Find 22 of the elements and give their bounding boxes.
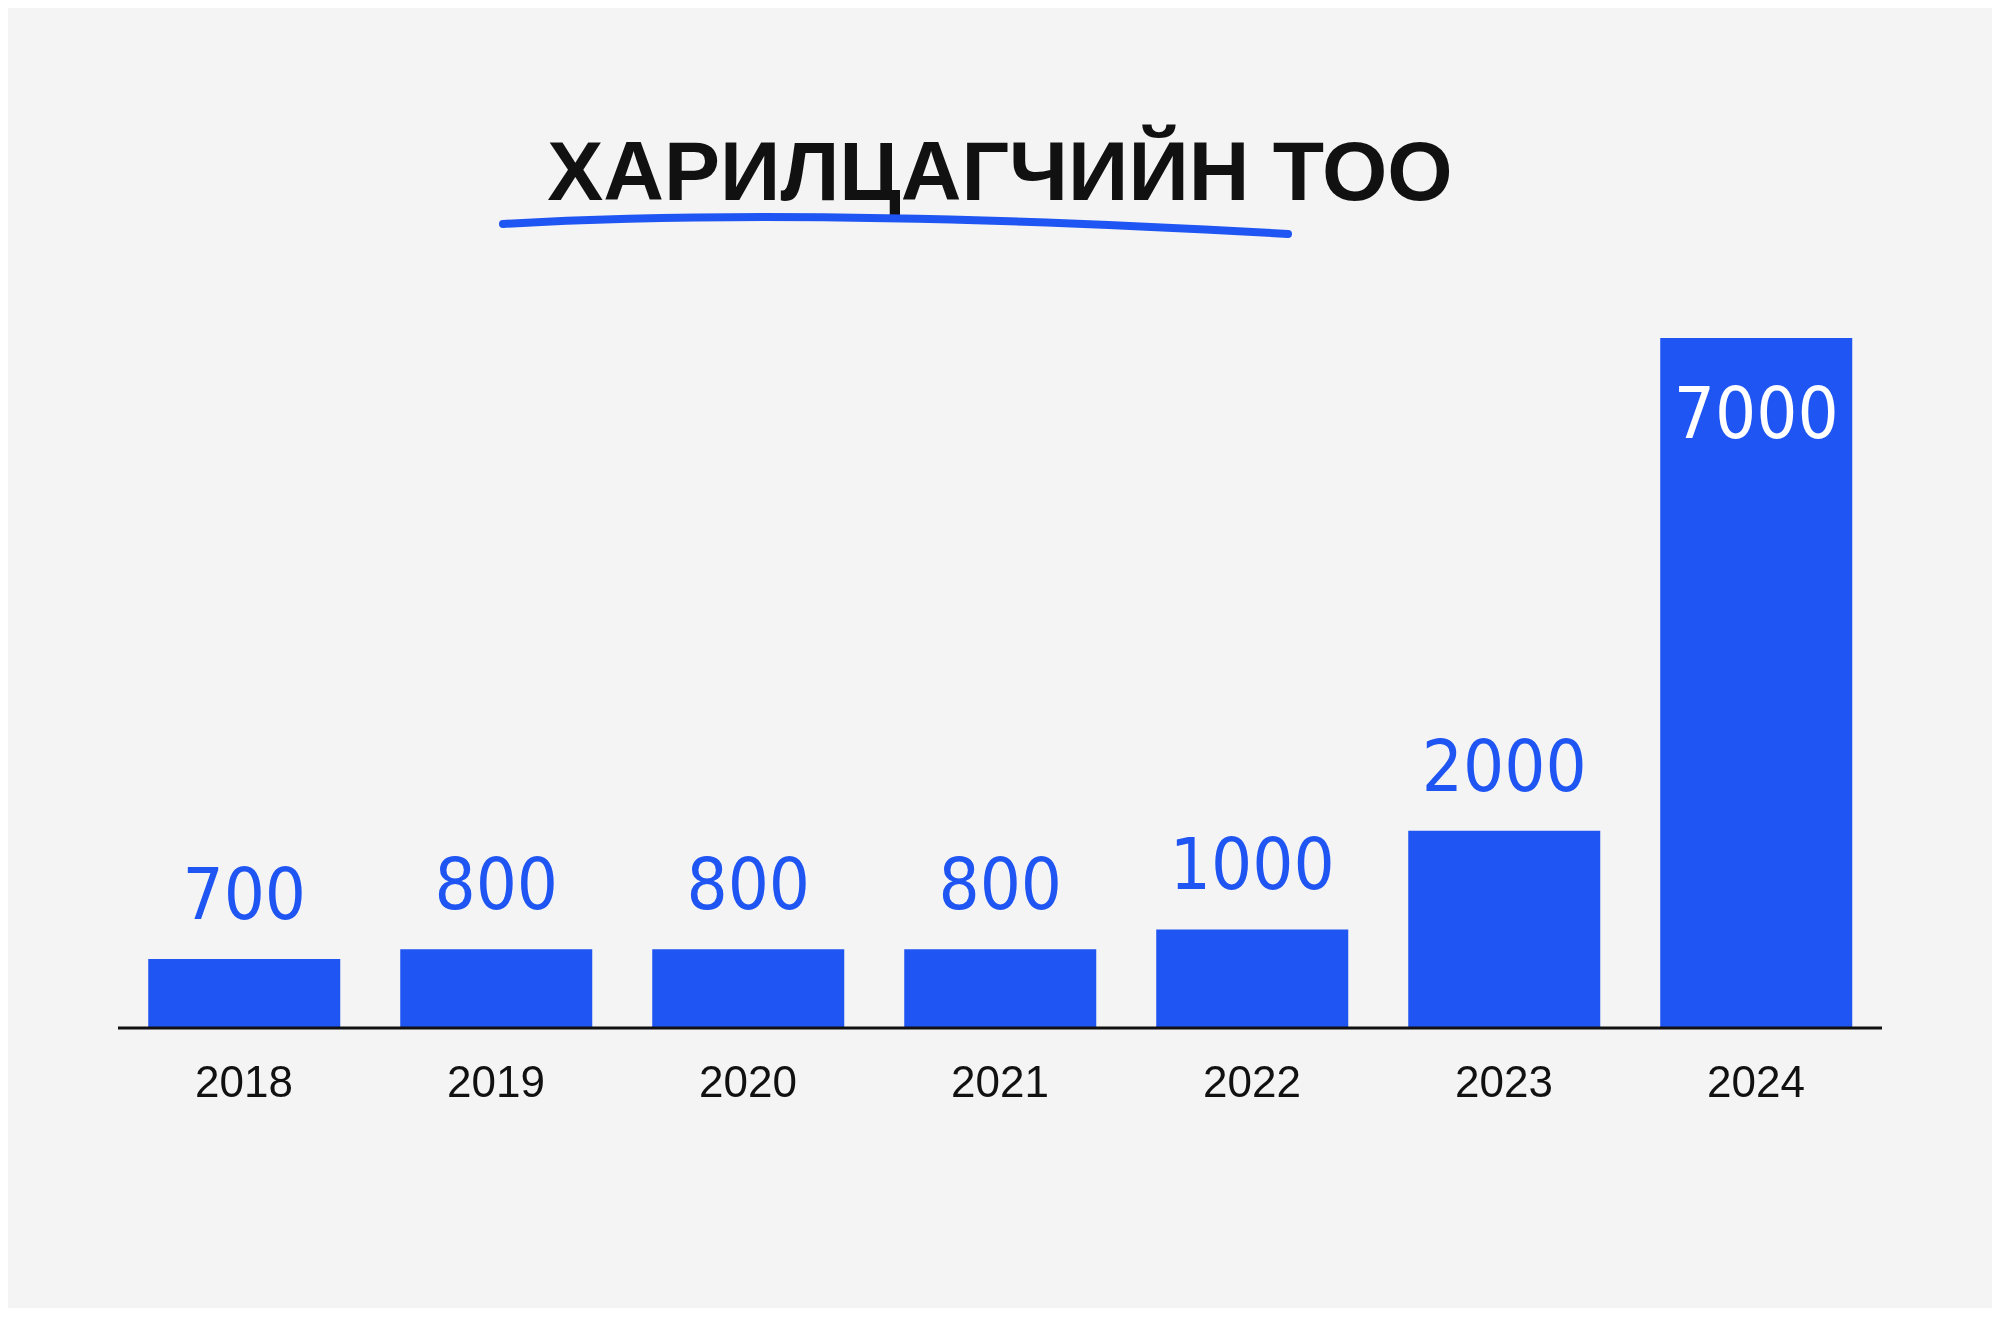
data-label: 1000 — [1169, 822, 1335, 907]
bar — [1408, 830, 1601, 1028]
bar — [1660, 338, 1853, 1028]
data-label: 800 — [938, 842, 1063, 927]
data-label: 2000 — [1421, 723, 1587, 808]
data-label: 700 — [182, 852, 307, 936]
chart-title: ХАРИЛЦАГЧИЙН ТОО — [546, 123, 1454, 220]
x-tick-label: 2022 — [1203, 1057, 1301, 1107]
bar — [400, 949, 593, 1028]
x-tick-label: 2023 — [1455, 1057, 1553, 1107]
x-tick-label: 2021 — [951, 1057, 1049, 1107]
data-label: 800 — [686, 842, 811, 927]
x-tick-label: 2019 — [447, 1057, 545, 1107]
bar — [1156, 929, 1349, 1028]
x-tick-label: 2018 — [195, 1057, 293, 1107]
x-tick-label: 2020 — [699, 1057, 797, 1107]
bar — [904, 949, 1097, 1028]
data-label: 800 — [434, 842, 559, 927]
bar — [652, 949, 845, 1028]
bar — [148, 959, 341, 1028]
data-label: 7000 — [1673, 371, 1839, 455]
x-tick-label: 2024 — [1707, 1057, 1805, 1107]
